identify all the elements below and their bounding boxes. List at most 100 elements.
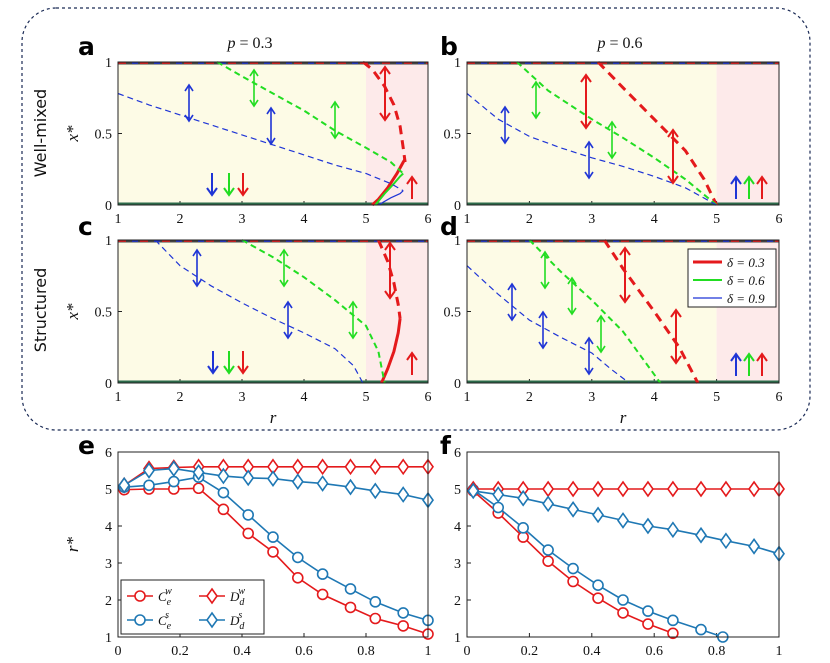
data-point	[695, 480, 707, 498]
flow-arrow-head	[406, 175, 418, 185]
series-line	[154, 239, 364, 384]
flow-arrow-head	[540, 281, 550, 290]
x-tick-label: 5	[713, 390, 720, 405]
y-axis-label: r*	[63, 536, 82, 552]
x-axis-label: r	[620, 408, 627, 427]
flow-arrow-head	[249, 99, 259, 108]
flow-arrow-head	[384, 290, 396, 300]
x-tick-label: 5	[713, 212, 720, 227]
data-point	[316, 568, 329, 580]
data-point	[192, 463, 205, 481]
column-title-var: p	[226, 35, 235, 52]
y-tick-label: 3	[105, 557, 112, 572]
series-line	[516, 61, 718, 206]
flow-arrow-head	[500, 105, 510, 114]
data-point	[344, 458, 357, 476]
data-point	[695, 623, 707, 636]
data-point	[316, 475, 329, 492]
y-tick-label: 2	[454, 594, 461, 609]
data-point	[369, 596, 382, 608]
flow-arrow-head	[406, 351, 418, 361]
x-tick-label: 0.4	[233, 644, 251, 659]
data-point	[192, 482, 205, 495]
series-line	[603, 239, 700, 384]
y-tick-label: 4	[454, 520, 461, 535]
x-tick-label: 4	[301, 390, 308, 405]
flow-arrow-head	[607, 151, 617, 160]
data-point	[242, 527, 254, 540]
legend-marker	[134, 590, 146, 602]
x-tick-label: 2	[177, 212, 184, 227]
row-label: Structured	[31, 268, 50, 353]
panel-b: b1 2 3 4 5 600.51	[440, 32, 783, 227]
legend-label-sub: e	[167, 621, 172, 632]
flow-arrow-head	[619, 246, 631, 256]
flow-arrow-head	[538, 310, 548, 319]
flow-arrow-head	[730, 175, 742, 185]
flow-arrow-head	[266, 106, 276, 115]
data-point	[567, 480, 580, 498]
data-point	[617, 512, 629, 529]
panel-label: f	[440, 431, 452, 460]
data-point	[217, 503, 230, 516]
x-tick-label: 2	[526, 212, 533, 227]
legend-label-sup: s	[165, 610, 169, 621]
x-tick-label: 0.8	[708, 644, 726, 659]
flow-arrow-head	[330, 100, 340, 109]
legend-marker	[206, 587, 218, 605]
data-point	[397, 458, 410, 476]
data-point	[641, 517, 654, 535]
y-tick-label: 1	[105, 631, 112, 646]
flow-arrow-head	[283, 331, 293, 340]
legend-label-sup: w	[165, 586, 172, 597]
series-line	[377, 239, 402, 319]
data-point	[143, 462, 155, 479]
data-point	[719, 480, 732, 498]
x-tick-label: 4	[301, 212, 308, 227]
y-tick-label: 0.5	[95, 306, 113, 321]
x-axis-label: r	[270, 408, 277, 427]
data-point	[667, 614, 679, 627]
y-tick-label: 6	[454, 446, 461, 461]
data-point	[397, 607, 410, 619]
x-tick-label: 0.4	[583, 644, 601, 659]
flow-arrow-head	[538, 341, 548, 350]
data-point	[592, 506, 605, 524]
panel-label: d	[440, 212, 458, 241]
data-point	[592, 592, 604, 604]
x-tick-label: 5	[363, 212, 370, 227]
data-point	[642, 618, 654, 630]
legend-marker	[134, 614, 146, 626]
series-line	[466, 93, 717, 206]
data-point	[542, 555, 554, 567]
flow-arrow-head	[192, 279, 202, 288]
data-point	[267, 531, 279, 543]
legend-label-base: D	[229, 589, 240, 604]
data-point	[344, 478, 357, 496]
y-tick-label: 1	[105, 56, 112, 71]
legend-label-sub: d	[239, 597, 245, 608]
data-point	[642, 605, 654, 617]
flow-arrow-head	[223, 187, 235, 197]
plot-frame	[466, 239, 780, 384]
flow-arrow-head	[384, 241, 396, 251]
y-tick-label: 0	[454, 377, 461, 392]
legend-label-sup: w	[238, 586, 245, 597]
legend-label-sup: s	[238, 610, 242, 621]
data-point	[567, 562, 579, 575]
flow-arrow-head	[584, 336, 594, 345]
x-tick-label: 2	[526, 390, 533, 405]
data-point	[517, 489, 530, 507]
data-point	[666, 521, 679, 539]
flow-arrow-head	[266, 137, 276, 146]
x-tick-label: 0	[464, 644, 471, 659]
flow-arrow-head	[249, 68, 259, 77]
flow-arrow-head	[348, 331, 358, 340]
flow-arrow-head	[743, 352, 755, 362]
x-tick-label: 6	[425, 390, 432, 405]
x-tick-label: 0	[115, 644, 122, 659]
data-point	[467, 482, 480, 500]
legend-box	[687, 248, 777, 308]
legend-marker	[206, 611, 218, 629]
